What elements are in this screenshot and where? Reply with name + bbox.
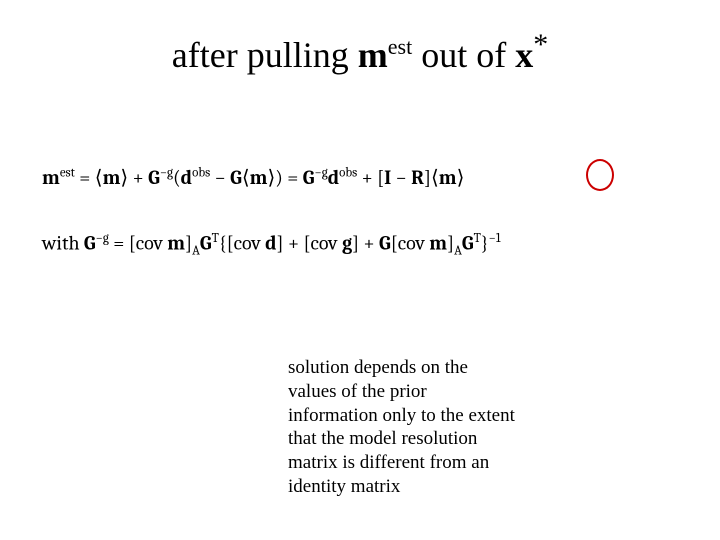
eq2-GT2: G bbox=[462, 232, 474, 255]
eq1-R: R bbox=[411, 166, 424, 189]
para-line-2: values of the prior bbox=[288, 381, 427, 402]
eq2-rbrace: } bbox=[481, 232, 489, 255]
eq1-negg2: −g bbox=[315, 165, 328, 180]
eq1-m3: m bbox=[439, 166, 457, 189]
eq2-GT: G bbox=[200, 232, 212, 255]
eq2-with: with bbox=[42, 232, 84, 255]
eq1-angle-open-3: ⟨ bbox=[431, 166, 439, 189]
eq1-obs1: obs bbox=[192, 165, 210, 180]
eq2-covd-r: ] bbox=[277, 232, 284, 255]
eq1-d1: d bbox=[181, 166, 192, 189]
eq2-neg1: −1 bbox=[489, 231, 501, 246]
eq1-rp1: ) bbox=[275, 166, 283, 189]
para-line-3: information only to the extent bbox=[288, 405, 515, 426]
eq2-negg: −g bbox=[96, 231, 109, 246]
title-mid: out of bbox=[412, 35, 515, 75]
eq2-G: G bbox=[84, 232, 96, 255]
eq2-subA2: A bbox=[454, 244, 462, 259]
eq1-m-lhs: m bbox=[42, 166, 60, 189]
equation-1: mest = ⟨m⟩ + G−g(dobs − G⟨m⟩) = G−gdobs … bbox=[42, 165, 682, 189]
eq2-eq: = bbox=[109, 232, 129, 255]
title-pre: after pulling bbox=[172, 35, 358, 75]
eq1-plus1: + bbox=[128, 166, 148, 189]
eq2-covg-g: g bbox=[342, 232, 352, 255]
eq2-covd-d: d bbox=[265, 232, 276, 255]
eq1-m2: m bbox=[250, 166, 268, 189]
eq1-plus2: + bbox=[357, 166, 377, 189]
eq2-covm2-m: m bbox=[429, 232, 447, 255]
eq2-subA1: A bbox=[192, 244, 200, 259]
title-m: m bbox=[358, 35, 388, 75]
eq2-covm1-l: [cov bbox=[129, 232, 168, 255]
eq1-G3: G bbox=[303, 166, 315, 189]
eq2-plus1: + bbox=[284, 232, 304, 255]
page-title: after pulling mest out of x* bbox=[0, 34, 720, 76]
title-asterisk: * bbox=[533, 28, 548, 61]
highlight-circle-icon bbox=[586, 159, 614, 191]
para-line-4: that the model resolution bbox=[288, 428, 477, 449]
eq1-obs2: obs bbox=[339, 165, 357, 180]
para-line-6: identity matrix bbox=[288, 476, 400, 497]
eq1-angle-open-2: ⟨ bbox=[242, 166, 250, 189]
eq1-m1: m bbox=[103, 166, 121, 189]
eq2-lbrace: { bbox=[219, 232, 227, 255]
eq2-covm2-l: [cov bbox=[391, 232, 430, 255]
eq2-plus2: + bbox=[359, 232, 379, 255]
eq1-angle-open-1: ⟨ bbox=[95, 166, 103, 189]
eq1-G1: G bbox=[148, 166, 160, 189]
eq1-d2: d bbox=[328, 166, 339, 189]
equation-block: mest = ⟨m⟩ + G−g(dobs − G⟨m⟩) = G−gdobs … bbox=[42, 165, 682, 259]
title-x: x bbox=[515, 35, 533, 75]
eq2-covm1-m: m bbox=[167, 232, 185, 255]
eq1-eq: = bbox=[75, 166, 95, 189]
eq1-angle-close-3: ⟩ bbox=[457, 166, 465, 189]
eq1-lhs-exp: est bbox=[60, 165, 75, 180]
eq2-Texp2: T bbox=[474, 231, 481, 246]
equation-2: with G−g = [cov m]AGT{[cov d] + [cov g] … bbox=[42, 231, 682, 259]
eq2-covg-l: [cov bbox=[303, 232, 342, 255]
eq1-rb: ] bbox=[424, 166, 431, 189]
eq2-Texp: T bbox=[212, 231, 219, 246]
para-line-5: matrix is different from an bbox=[288, 452, 489, 473]
eq2-G2: G bbox=[379, 232, 391, 255]
eq1-negg1: −g bbox=[160, 165, 173, 180]
eq1-minus2: − bbox=[391, 166, 411, 189]
para-line-1: solution depends on the bbox=[288, 357, 468, 378]
eq1-minus1: − bbox=[210, 166, 230, 189]
eq1-eq2: = bbox=[283, 166, 303, 189]
explanation-paragraph: solution depends on the values of the pr… bbox=[288, 356, 568, 499]
eq1-lp1: ( bbox=[173, 166, 181, 189]
eq2-covd-l: [cov bbox=[227, 232, 266, 255]
title-m-exp: est bbox=[388, 34, 412, 59]
eq1-G2: G bbox=[230, 166, 242, 189]
